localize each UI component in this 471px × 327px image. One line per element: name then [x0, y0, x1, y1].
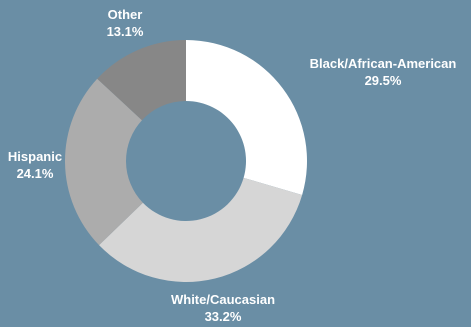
label-other-value: 13.1%: [106, 24, 144, 39]
label-black-african-american-name: Black/African-American: [309, 56, 457, 71]
label-other-name: Other: [107, 7, 143, 22]
label-hispanic: Hispanic 24.1%: [0, 148, 70, 182]
slice-hispanic: [64, 78, 143, 246]
label-other: Other 13.1%: [90, 6, 160, 40]
label-black-african-american: Black/African-American 29.5%: [298, 55, 468, 89]
label-white-caucasian: White/Caucasian 33.2%: [143, 291, 303, 325]
slice-black-african-american: [186, 40, 307, 195]
label-black-african-american-value: 29.5%: [364, 73, 402, 88]
label-white-caucasian-name: White/Caucasian: [170, 292, 276, 307]
label-hispanic-value: 24.1%: [16, 166, 54, 181]
label-hispanic-name: Hispanic: [7, 149, 63, 164]
slice-other: [97, 40, 186, 121]
label-white-caucasian-value: 33.2%: [204, 309, 242, 324]
slice-white-caucasian: [99, 177, 303, 282]
